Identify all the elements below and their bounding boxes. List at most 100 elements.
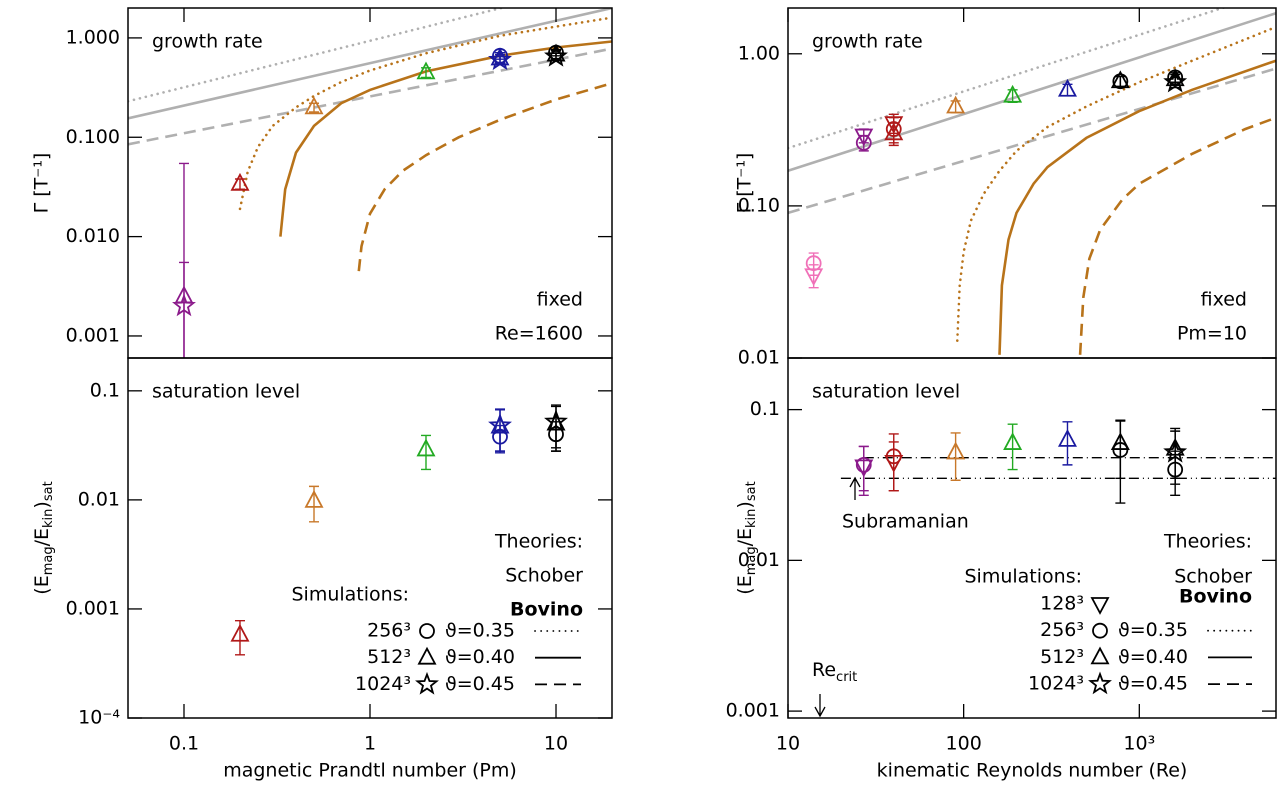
marker-triangle <box>230 172 250 191</box>
x-axis-label: magnetic Prandtl number (Pm) <box>223 760 517 782</box>
legend-sim-name: 1024³ <box>355 673 411 695</box>
legend-sim-name: 128³ <box>1040 593 1084 615</box>
marker-triangle <box>1003 84 1023 103</box>
marker-triangle <box>416 61 436 80</box>
legend-title: Theories: <box>1163 531 1252 553</box>
legend-style-label: ϑ=0.35 <box>1118 619 1188 641</box>
y-axis-label-main: (E <box>31 575 53 594</box>
marker-star <box>544 409 568 432</box>
y-axis-label: (Emag/Ekin)sat <box>734 481 759 594</box>
legend-style-label: ϑ=0.45 <box>445 673 515 695</box>
marker-triangle <box>1057 428 1077 447</box>
marker-triangle <box>230 623 250 642</box>
x-tick-label: 10 <box>776 733 800 755</box>
y-tick-label: 0.10 <box>738 194 780 216</box>
legend-title: Simulations: <box>291 584 409 606</box>
curve <box>128 8 507 103</box>
marker-triangle <box>304 489 324 508</box>
curve <box>128 8 612 120</box>
curve <box>357 81 612 272</box>
y-axis-label-sub: kin <box>41 509 56 528</box>
legend-marker <box>415 671 439 695</box>
legend-marker <box>1088 671 1112 695</box>
panel-frame <box>787 357 1277 719</box>
curve <box>998 59 1276 355</box>
y-tick-label: 0.001 <box>726 700 780 722</box>
legend-sim-name: 512³ <box>367 646 411 668</box>
y-axis-label-main: ) <box>734 501 756 508</box>
panel: 10⁻⁴ 0.001 0.01 0.1 0.1 1 10 saturation level (E… <box>31 8 613 782</box>
panel: 0.001 0.010 0.100 1.000 growth rate fixed Re=1… <box>31 7 613 359</box>
marker-triangle <box>1003 432 1023 450</box>
plot-area <box>788 8 1276 355</box>
panel-note: fixed <box>537 289 583 311</box>
y-tick-label: 0.01 <box>738 347 780 369</box>
panel: 0.001 0.01 0.1 10 100 10³ saturation level (Ema… <box>726 8 1277 782</box>
legend-style-label: ϑ=0.40 <box>1118 646 1188 668</box>
legend-style-label: ϑ=0.45 <box>1118 673 1188 695</box>
curve <box>238 16 612 211</box>
marker-circle <box>885 448 902 465</box>
marker-triangle <box>1057 78 1077 97</box>
subramanian-arrow <box>849 476 861 500</box>
y-axis-label: Γ [T⁻¹] <box>31 153 53 214</box>
y-tick-label: 1.000 <box>66 26 120 48</box>
re-crit: Recrit <box>812 659 857 685</box>
panel-note: Pm=10 <box>1177 323 1247 345</box>
marker-triangle <box>946 95 966 114</box>
curve <box>1078 116 1276 355</box>
y-tick-label: 0.1 <box>750 398 780 420</box>
panel-label: growth rate <box>152 31 263 53</box>
curve <box>788 67 1276 215</box>
re-crit-main: Re <box>812 659 836 681</box>
recrit-arrow <box>814 694 826 718</box>
curve <box>788 11 1276 173</box>
marker-triangle <box>1110 432 1130 450</box>
error-bar <box>1007 423 1018 471</box>
y-axis-label-main: /E <box>31 528 53 546</box>
plot-area <box>128 8 612 358</box>
y-tick-label: 0.001 <box>66 324 120 346</box>
legend-style-label: ϑ=0.35 <box>445 620 515 642</box>
panel: 0.01 0.10 1.00 growth rate fixed Pm=10 Γ [T⁻¹] <box>734 7 1277 369</box>
marker-star <box>1163 69 1188 93</box>
annotation-arrows <box>814 476 861 718</box>
plot-area <box>840 419 1276 504</box>
annotation: Subramanian <box>842 511 969 533</box>
panel-note: fixed <box>1201 289 1247 311</box>
legend-theory: Schober <box>1174 566 1252 588</box>
curve <box>788 8 1227 150</box>
panel-label: saturation level <box>152 381 300 403</box>
panel-label: saturation level <box>812 381 960 403</box>
legend-marker <box>417 646 437 665</box>
y-tick-label: 0.100 <box>66 126 120 148</box>
marker-triangle <box>416 438 436 457</box>
legend: Theories: Schober Bovino Simulations: 256³ 51… <box>291 531 583 695</box>
panel-label: growth rate <box>812 31 923 53</box>
error-bar <box>888 433 899 492</box>
curve <box>279 40 612 237</box>
legend-title: Theories: <box>494 531 583 553</box>
marker-circle <box>855 134 872 151</box>
re-crit-sub: crit <box>836 670 857 685</box>
legend-marker <box>1090 597 1110 615</box>
panel-note: Re=1600 <box>495 323 583 345</box>
plot-area <box>230 404 568 656</box>
marker-triangle <box>946 441 966 460</box>
y-axis-label-main: /E <box>734 528 756 546</box>
error-bar <box>178 261 189 358</box>
marker-triangle <box>304 96 324 115</box>
legend-theory: Bovino <box>510 599 583 621</box>
y-tick-label: 1.00 <box>738 42 780 64</box>
marker-triangle <box>1110 70 1130 89</box>
legend-theory: Schober <box>505 565 583 587</box>
y-tick-label: 10⁻⁴ <box>78 707 120 729</box>
y-tick-label: 0.001 <box>66 597 120 619</box>
y-axis-label-sub: kin <box>744 509 759 528</box>
marker-star <box>544 43 568 67</box>
legend-style-label: ϑ=0.40 <box>445 646 515 668</box>
marker-star <box>1163 439 1188 463</box>
marker-triangle <box>884 122 904 141</box>
y-axis-label-sub: mag <box>744 546 759 575</box>
